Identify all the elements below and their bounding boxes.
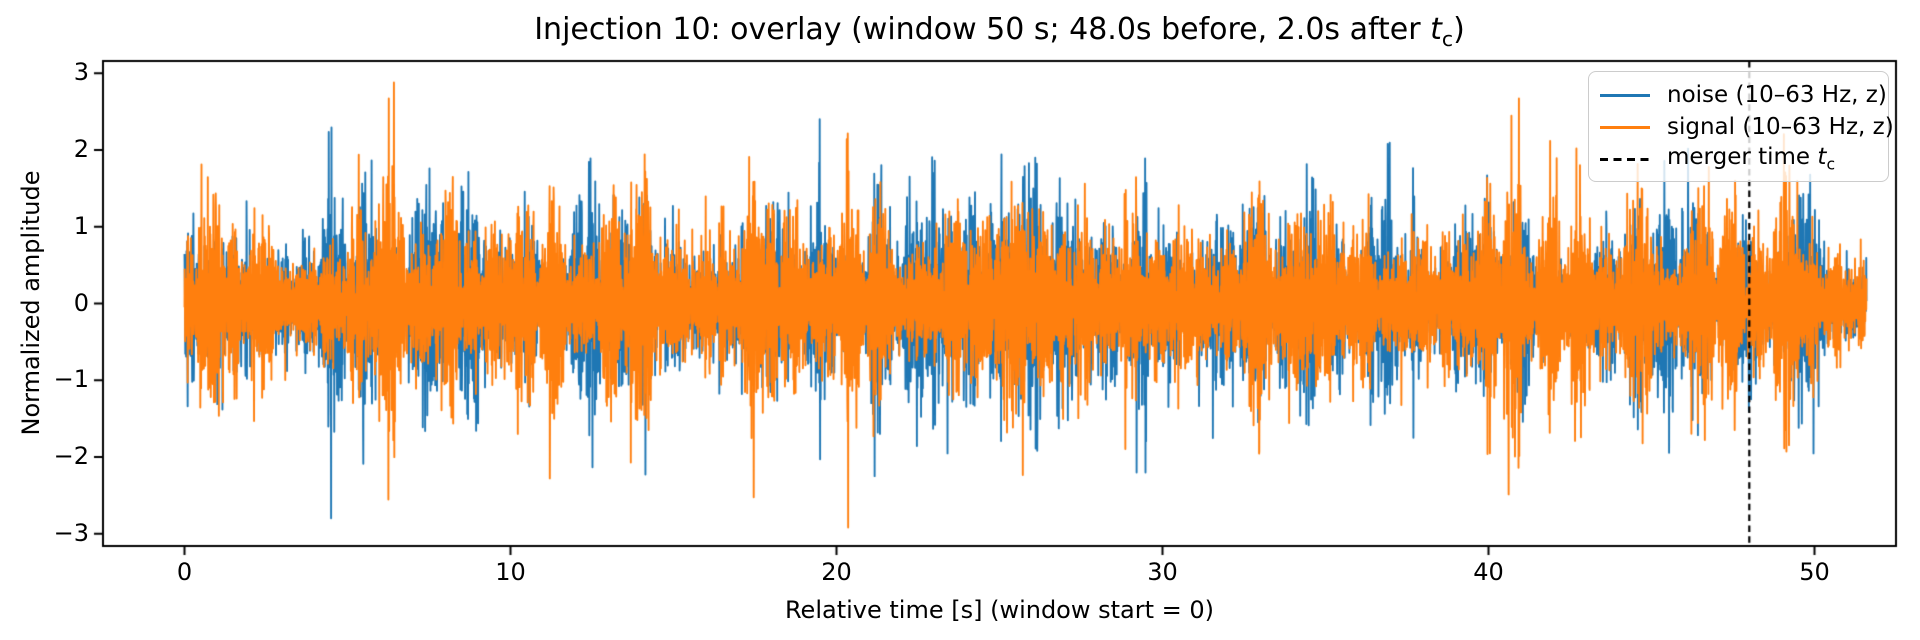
x-tick-label: 0 — [176, 558, 193, 586]
x-axis-label: Relative time [s] (window start = 0) — [784, 596, 1215, 624]
merger-time-symbol: t — [1430, 12, 1442, 47]
legend-label-noise: noise (10–63 Hz, z) — [1667, 82, 1887, 108]
y-tick-label: −2 — [53, 441, 89, 470]
chart-title-suffix: ) — [1453, 12, 1465, 47]
signal-line-sample-icon — [1600, 125, 1650, 129]
y-tick-label: 2 — [73, 135, 89, 164]
x-tick-label: 30 — [1147, 558, 1178, 586]
legend-label-merger-time: merger time tc — [1667, 144, 1836, 174]
y-tick-label: 1 — [73, 211, 89, 240]
noise-line-sample-icon — [1600, 93, 1650, 97]
chart-title: Injection 10: overlay (window 50 s; 48.0… — [103, 12, 1896, 51]
chart-title-text: Injection 10: overlay (window 50 s; 48.0… — [534, 12, 1431, 47]
legend-label-signal: signal (10–63 Hz, z) — [1667, 114, 1894, 140]
legend: noise (10–63 Hz, z) signal (10–63 Hz, z)… — [1588, 71, 1894, 182]
x-tick-label: 10 — [495, 558, 526, 586]
legend-item-merger-time: merger time tc — [1600, 143, 1878, 175]
legend-item-noise: noise (10–63 Hz, z) — [1600, 79, 1887, 111]
x-tick-label: 20 — [821, 558, 852, 586]
y-tick-label: 3 — [73, 58, 89, 87]
y-tick-label: −1 — [53, 365, 89, 394]
merger-time-subscript: c — [1441, 27, 1454, 51]
dashed-line-sample-icon — [1600, 157, 1650, 161]
x-tick-label: 40 — [1473, 558, 1504, 586]
x-tick-label: 50 — [1799, 558, 1830, 586]
legend-item-signal: signal (10–63 Hz, z) — [1600, 111, 1894, 143]
y-tick-label: 0 — [73, 288, 89, 317]
y-tick-label: −3 — [53, 518, 89, 547]
